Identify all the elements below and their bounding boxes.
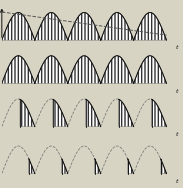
Text: $t$: $t$ bbox=[175, 87, 179, 95]
Text: $t$: $t$ bbox=[175, 177, 179, 185]
Text: $t$: $t$ bbox=[175, 43, 179, 51]
Text: $t$: $t$ bbox=[175, 130, 179, 138]
